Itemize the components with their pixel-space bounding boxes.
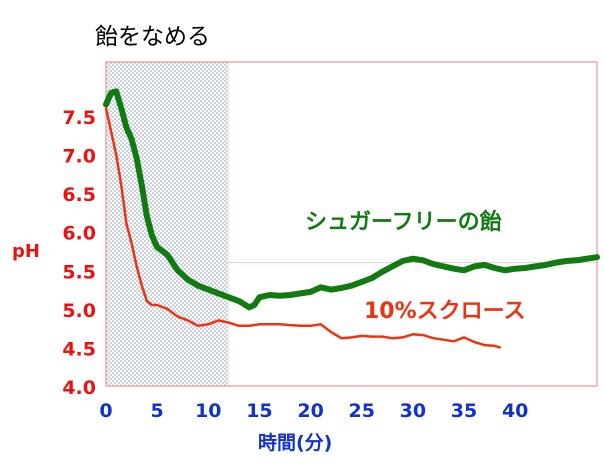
plot-frame xyxy=(105,61,598,387)
chart-title: 飴をなめる xyxy=(95,24,210,50)
x-tick-label: 30 xyxy=(400,400,426,422)
y-tick-label: 7.0 xyxy=(62,146,96,168)
x-tick-label: 35 xyxy=(451,400,477,422)
y-tick-label: 5.5 xyxy=(62,261,96,283)
y-axis-label: pH xyxy=(12,241,40,262)
series-label: シュガーフリーの飴 xyxy=(305,209,502,235)
y-tick-label: 4.5 xyxy=(62,338,96,360)
x-tick-label: 15 xyxy=(246,400,272,422)
y-tick-label: 5.0 xyxy=(62,300,96,322)
x-tick-label: 25 xyxy=(349,400,375,422)
y-tick-label: 6.0 xyxy=(62,223,96,245)
x-tick-label: 20 xyxy=(297,400,323,422)
x-tick-label: 40 xyxy=(502,400,528,422)
x-tick-label: 5 xyxy=(151,400,164,422)
y-tick-label: 7.5 xyxy=(62,107,96,129)
x-tick-label: 10 xyxy=(195,400,221,422)
x-tick-label: 0 xyxy=(99,400,112,422)
series-label: 10%スクロース xyxy=(364,299,526,324)
y-tick-label: 6.5 xyxy=(62,184,96,206)
series-line xyxy=(104,107,502,349)
series-line xyxy=(103,88,600,311)
y-tick-label: 4.0 xyxy=(62,377,96,399)
x-axis-label: 時間(分) xyxy=(258,432,332,454)
